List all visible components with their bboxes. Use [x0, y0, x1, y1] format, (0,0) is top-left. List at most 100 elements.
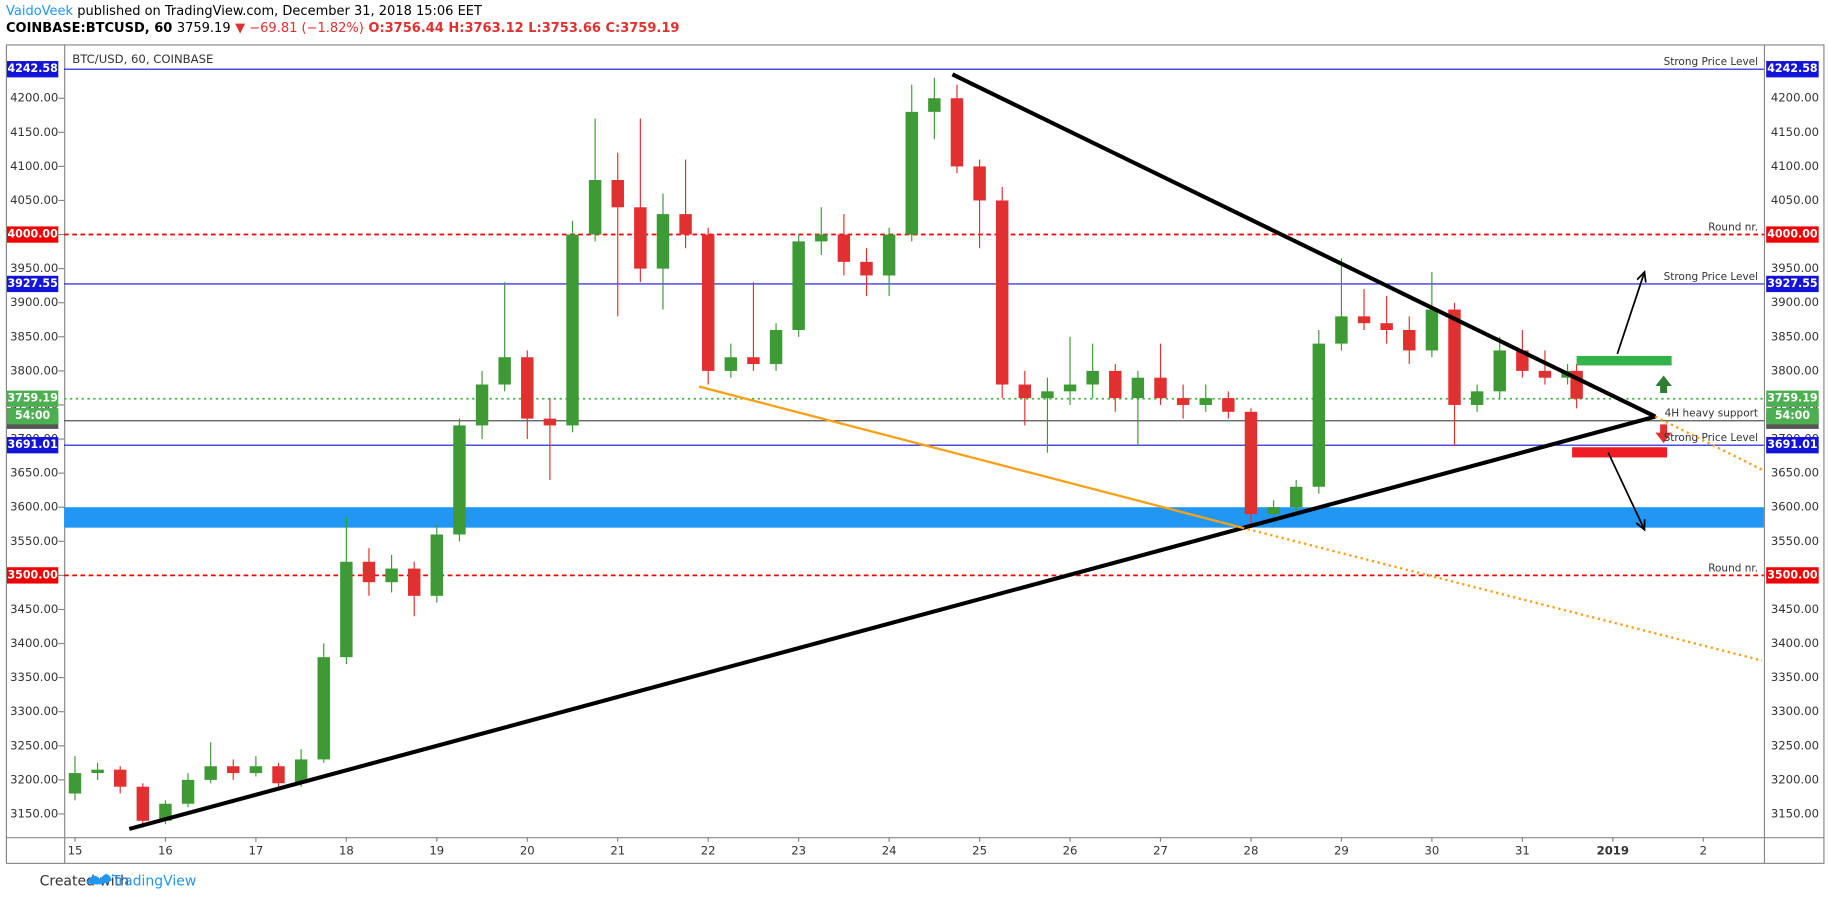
candle-body — [68, 773, 82, 794]
candle-body — [611, 180, 624, 208]
candle-body — [1538, 370, 1552, 378]
candle-body — [1063, 384, 1077, 392]
candle-body — [1131, 377, 1145, 399]
candle-body — [385, 568, 398, 583]
level-box — [1766, 275, 1819, 293]
change: ▼ −69.81 (−1.82%) — [235, 21, 364, 36]
author[interactable]: VaidoVeek — [6, 4, 74, 19]
level-label: 3691.01 — [7, 438, 57, 451]
x-tick-label: 16 — [158, 844, 173, 858]
y-tick-label: 4150.00 — [10, 125, 58, 139]
candle-body — [272, 766, 285, 784]
candle-body — [1357, 316, 1371, 324]
y-tick-label: 3900.00 — [10, 295, 58, 309]
candle-body — [136, 786, 150, 821]
level-label: 4242.58 — [7, 62, 58, 75]
level-box — [1766, 390, 1819, 407]
footer-brand[interactable]: TradingView — [111, 873, 196, 889]
candle-body — [317, 657, 330, 760]
trend-line — [1654, 415, 1763, 471]
arrow-head — [1635, 519, 1646, 532]
ohlc-high: H:3763.12 — [448, 21, 524, 36]
arrow — [1607, 452, 1646, 531]
y-tick-label: 3650.00 — [10, 466, 58, 480]
level-note: Round nr. — [1708, 222, 1758, 234]
x-tick-label: 17 — [248, 844, 263, 858]
x-tick-label: 29 — [1334, 844, 1349, 858]
candle-body — [905, 111, 918, 235]
level-note: Strong Price Level — [1664, 432, 1758, 444]
candle-body — [928, 98, 941, 112]
candle-body — [340, 561, 353, 658]
y-tick-label-right: 3600.00 — [1771, 500, 1819, 514]
candle-body — [1109, 370, 1122, 399]
x-tick-label: 2 — [1700, 844, 1707, 858]
candle-body — [1312, 343, 1326, 487]
level-label: 3500.00 — [7, 568, 58, 581]
candle-body — [475, 384, 489, 426]
x-tick-label: 25 — [972, 844, 987, 858]
arrow-head — [1636, 270, 1647, 283]
arrow — [1616, 271, 1646, 355]
candle-body — [1493, 350, 1506, 392]
y-tick-label-right: 3900.00 — [1771, 295, 1819, 309]
candle-body — [430, 534, 444, 596]
level-box — [6, 226, 59, 243]
level-box — [6, 275, 59, 293]
trend-line — [128, 414, 1656, 831]
x-tick-label: 15 — [68, 844, 83, 858]
y-tick-label-right: 3450.00 — [1771, 602, 1819, 616]
y-tick-label-right: 4200.00 — [1771, 91, 1819, 105]
down-icon — [1655, 424, 1672, 444]
x-tick-label: 27 — [1153, 844, 1168, 858]
y-tick-label: 3350.00 — [10, 670, 58, 684]
y-tick-label-right: 3300.00 — [1771, 704, 1819, 718]
countdown: 54:00 — [1775, 409, 1811, 422]
x-tick-label: 26 — [1063, 844, 1078, 858]
level-label: 3927.55 — [7, 277, 57, 290]
candle-body — [1222, 398, 1235, 412]
candle-body — [543, 418, 557, 426]
x-tick-label: 24 — [882, 844, 897, 858]
candle-body — [91, 769, 104, 774]
candle-body — [1267, 507, 1280, 515]
ohlc-open: O:3756.44 — [368, 21, 444, 36]
level-box — [6, 390, 59, 407]
level-box — [6, 437, 59, 454]
y-tick-label: 3450.00 — [10, 602, 58, 616]
candle-body — [1018, 384, 1032, 399]
candle-body — [1470, 391, 1484, 405]
x-tick-label: 30 — [1424, 844, 1439, 858]
y-tick-label-right: 3650.00 — [1771, 466, 1819, 480]
x-tick-label: 31 — [1515, 844, 1530, 858]
ohlc-low: L:3753.66 — [528, 21, 601, 36]
y-tick-label: 3150.00 — [10, 806, 58, 820]
y-tick-label: 3400.00 — [10, 636, 58, 650]
y-tick-label-right: 3800.00 — [1771, 363, 1819, 377]
candle-body — [249, 766, 263, 774]
y-tick-label-right: 4150.00 — [1771, 125, 1819, 139]
y-tick-label-right: 3850.00 — [1771, 329, 1819, 343]
countdown-box — [1766, 408, 1819, 425]
countdown: 54:00 — [15, 409, 51, 422]
y-tick-label-right: 3250.00 — [1771, 738, 1819, 752]
up-icon — [1655, 375, 1672, 393]
candle-body — [113, 769, 127, 787]
level-box — [6, 567, 59, 584]
candle-body — [1448, 309, 1461, 405]
y-tick-label: 3800.00 — [10, 363, 58, 377]
candle-body — [227, 766, 240, 774]
candle-body — [701, 234, 715, 371]
tv-logo — [86, 874, 112, 885]
y-tick-label-right: 3550.00 — [1771, 534, 1819, 548]
candle-body — [1244, 411, 1258, 515]
level-box — [1766, 437, 1819, 454]
x-tick-label: 22 — [701, 844, 716, 858]
target-zone — [1572, 447, 1668, 458]
level-label: 3759.19 — [7, 392, 57, 405]
candle-body — [204, 766, 217, 780]
target-zone — [1576, 355, 1672, 366]
header: VaidoVeek published on TradingView.com, … — [0, 0, 1828, 48]
publish-line: VaidoVeek published on TradingView.com, … — [6, 4, 482, 19]
